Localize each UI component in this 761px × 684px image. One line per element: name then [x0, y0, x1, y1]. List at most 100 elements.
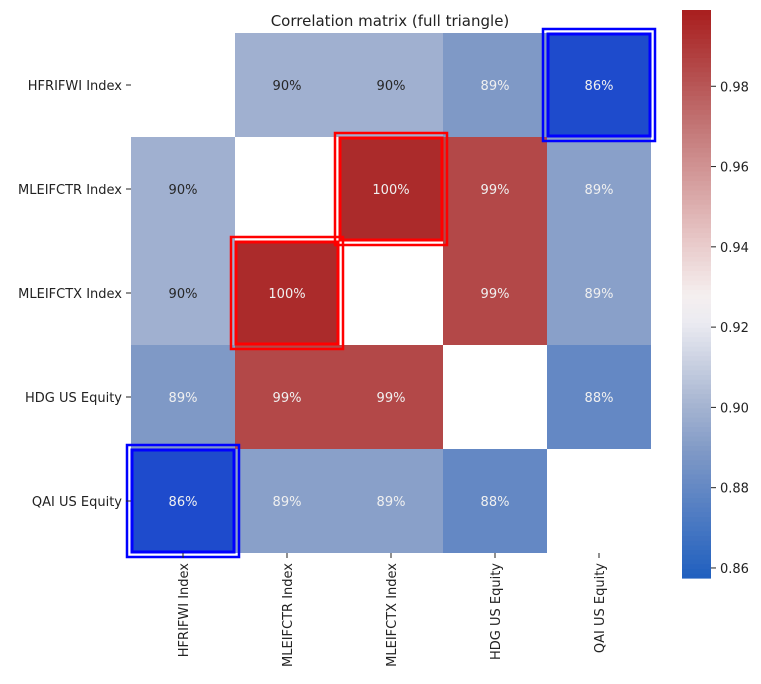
- colorbar-segment: [682, 284, 711, 290]
- colorbar-segment: [682, 156, 711, 163]
- colorbar-segment: [682, 350, 711, 357]
- colorbar-segment: [682, 237, 711, 243]
- colorbar-segment: [682, 346, 711, 352]
- colorbar-segment: [682, 28, 711, 35]
- colorbar-segment: [682, 85, 711, 92]
- highlight-box-outer: [229, 235, 345, 351]
- colorbar-segment: [682, 123, 711, 129]
- colorbar-segment: [682, 459, 711, 465]
- colorbar-segment: [682, 436, 711, 442]
- heatmap-cell-label: 100%: [268, 287, 305, 302]
- colorbar-segment: [682, 218, 711, 224]
- highlight-box-inner: [130, 448, 236, 554]
- colorbar-segment: [682, 497, 711, 503]
- colorbar-segment: [682, 137, 711, 144]
- heatmap-cell-r4-c2: [339, 449, 443, 553]
- colorbar-segment: [682, 388, 711, 394]
- colorbar-segment: [682, 530, 711, 536]
- colorbar-segment: [682, 412, 711, 418]
- colorbar-segment: [682, 369, 711, 376]
- colorbar-tick-label: 0.96: [720, 161, 749, 176]
- heatmap-cell-r1-c2: [339, 137, 443, 241]
- colorbar-segment: [682, 488, 711, 494]
- heatmap-cell-label: 89%: [273, 495, 302, 510]
- colorbar-segment: [682, 407, 711, 413]
- y-tick-label: MLEIFCTX Index: [18, 287, 122, 302]
- heatmap-cell-label: 100%: [372, 183, 409, 198]
- colorbar-segment: [682, 76, 711, 82]
- colorbar-segment: [682, 294, 711, 300]
- colorbar-segment: [682, 166, 711, 172]
- colorbar-segment: [682, 232, 711, 238]
- colorbar-segment: [682, 241, 711, 248]
- colorbar-segment: [682, 189, 711, 196]
- colorbar-segment: [682, 208, 711, 215]
- colorbar-segment: [682, 535, 711, 541]
- heatmap-cell-label: 88%: [585, 391, 614, 406]
- colorbar-segment: [682, 374, 711, 380]
- x-tick-label: MLEIFCTX Index: [385, 563, 400, 667]
- heatmap-cell-label: 90%: [273, 79, 302, 94]
- colorbar-tick-label: 0.98: [720, 80, 749, 95]
- colorbar-segment: [682, 47, 711, 54]
- colorbar-segment: [682, 33, 711, 39]
- colorbar-segment: [682, 62, 711, 68]
- colorbar-segment: [682, 114, 711, 120]
- colorbar-segment: [682, 128, 711, 134]
- colorbar-segment: [682, 289, 711, 295]
- colorbar-segment: [682, 554, 711, 560]
- colorbar-segment: [682, 445, 711, 451]
- colorbar-segment: [682, 24, 711, 30]
- colorbar-segment: [682, 71, 711, 77]
- colorbar-segment: [682, 265, 711, 271]
- colorbar-segment: [682, 516, 711, 522]
- colorbar-segment: [682, 260, 711, 267]
- highlight-box-inner: [546, 32, 652, 138]
- colorbar-tick-label: 0.90: [720, 401, 749, 416]
- y-tick-label: HFRIFWI Index: [28, 79, 123, 94]
- heatmap-cell-r2-c1: [235, 241, 339, 345]
- colorbar-segment: [682, 14, 711, 21]
- colorbar-segment: [682, 355, 711, 361]
- colorbar-segment: [682, 52, 711, 58]
- colorbar-segment: [682, 483, 711, 489]
- colorbar-segment: [682, 336, 711, 342]
- heatmap-cell-label: 88%: [481, 495, 510, 510]
- colorbar-segment: [682, 223, 711, 229]
- colorbar-segment: [682, 440, 711, 447]
- colorbar-segment: [682, 204, 711, 210]
- heatmap-cell-r1-c4: [547, 137, 651, 241]
- colorbar-segment: [682, 142, 711, 148]
- heatmap-cell-r3-c0: [131, 345, 235, 449]
- colorbar-segment: [682, 563, 711, 570]
- colorbar-segment: [682, 161, 711, 167]
- colorbar-segment: [682, 308, 711, 314]
- colorbar-segment: [682, 147, 711, 153]
- colorbar-segment: [682, 341, 711, 347]
- chart-title: Correlation matrix (full triangle): [271, 12, 510, 30]
- colorbar-segment: [682, 431, 711, 437]
- heatmap-cell-label: 86%: [585, 79, 614, 94]
- colorbar-segment: [682, 365, 711, 371]
- x-tick-label: HDG US Equity: [489, 563, 504, 660]
- colorbar-segment: [682, 402, 711, 409]
- heatmap-cell-label: 90%: [169, 183, 198, 198]
- colorbar-segment: [682, 99, 711, 106]
- colorbar-segment: [682, 473, 711, 480]
- colorbar-segment: [682, 502, 711, 508]
- colorbar-segment: [682, 511, 711, 518]
- colorbar-segment: [682, 317, 711, 323]
- heatmap-cell-label: 89%: [169, 391, 198, 406]
- x-tick-label: MLEIFCTR Index: [281, 563, 296, 667]
- heatmap-cell-r4-c1: [235, 449, 339, 553]
- colorbar-segment: [682, 417, 711, 423]
- heatmap-cell-r3-c2: [339, 345, 443, 449]
- colorbar-segment: [682, 213, 711, 219]
- colorbar-segment: [682, 10, 711, 16]
- colorbar-segment: [682, 421, 711, 428]
- colorbar-segment: [682, 109, 711, 115]
- y-tick-label: HDG US Equity: [25, 391, 122, 406]
- heatmap-cell-r2-c0: [131, 241, 235, 345]
- x-tick-label: HFRIFWI Index: [177, 563, 192, 658]
- colorbar-segment: [682, 469, 711, 475]
